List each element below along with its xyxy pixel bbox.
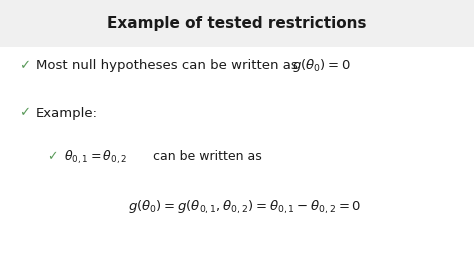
Text: ✓: ✓	[47, 151, 58, 163]
Text: $\theta_{0,1} = \theta_{0,2}$: $\theta_{0,1} = \theta_{0,2}$	[64, 148, 127, 166]
Text: ✓: ✓	[19, 107, 30, 119]
Text: Example of tested restrictions: Example of tested restrictions	[107, 16, 367, 31]
FancyBboxPatch shape	[0, 0, 474, 47]
Text: ✓: ✓	[19, 59, 30, 72]
Text: $g(\theta_0) = g(\theta_{0,1}, \theta_{0,2}) = \theta_{0,1} - \theta_{0,2} = 0$: $g(\theta_0) = g(\theta_{0,1}, \theta_{0…	[128, 199, 361, 216]
Text: $g(\theta_0) = 0$: $g(\theta_0) = 0$	[292, 57, 350, 74]
Text: Example:: Example:	[36, 107, 98, 119]
Text: can be written as: can be written as	[149, 151, 262, 163]
Text: Most null hypotheses can be written as: Most null hypotheses can be written as	[36, 59, 301, 72]
